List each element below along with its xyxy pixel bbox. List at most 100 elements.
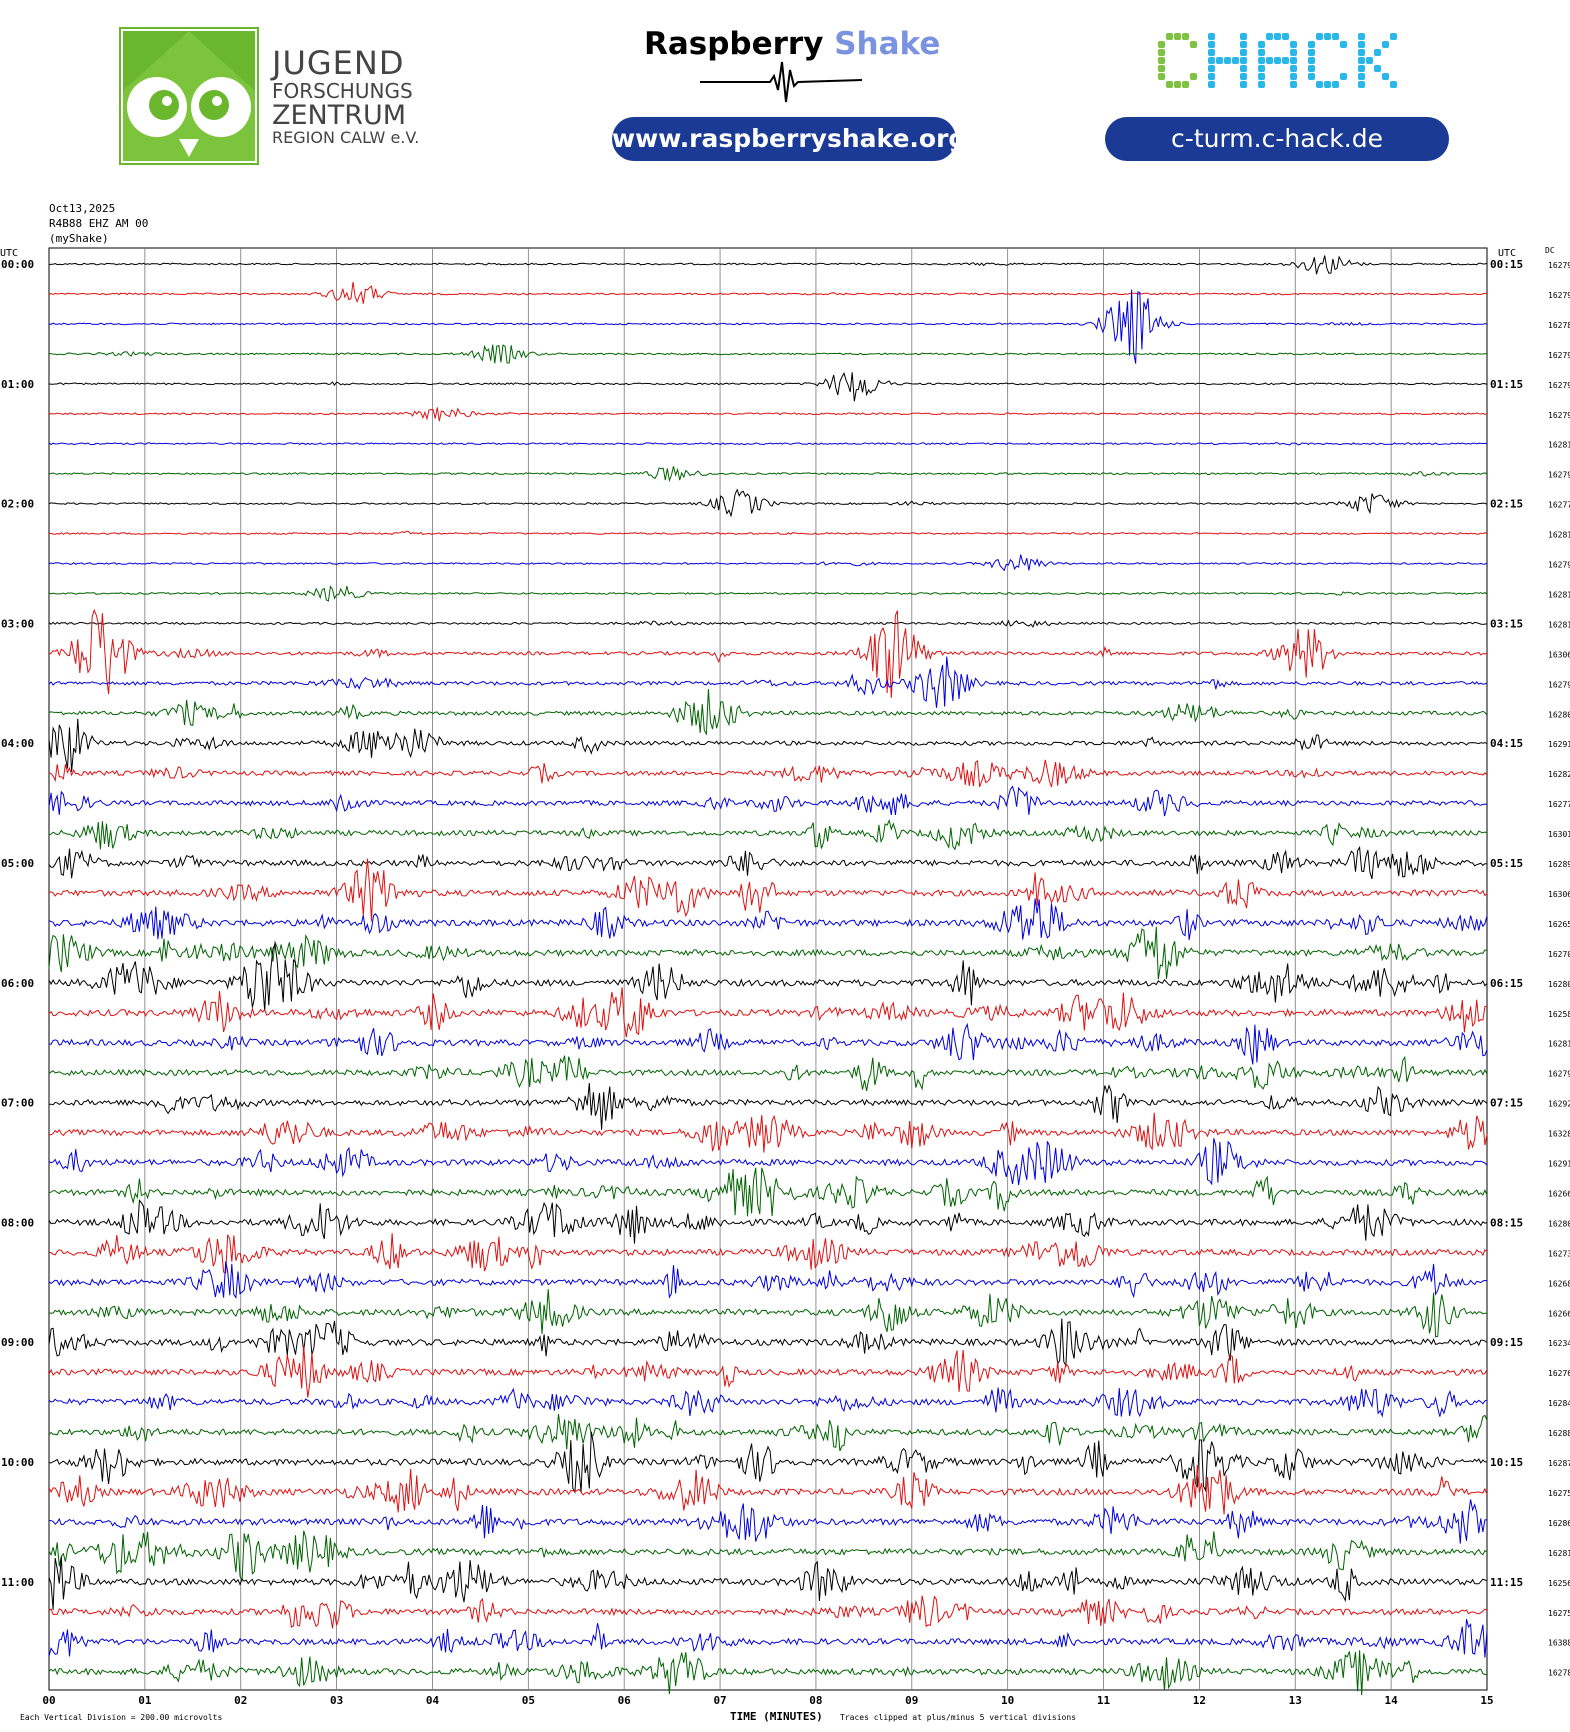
dc-offset-label: 16286: [1548, 1519, 1570, 1528]
dc-offset-label: 16277: [1548, 501, 1570, 510]
chack-logo-pixel: [1174, 81, 1181, 88]
footer-scale-note: Each Vertical Division = 200.00 microvol…: [20, 1713, 223, 1722]
chack-logo-pixel: [1208, 57, 1215, 64]
left-hour-label: 05:00: [1, 857, 34, 870]
dc-offset-label: 16288: [1548, 1429, 1570, 1438]
seismic-trace: [48, 1650, 1488, 1696]
plot-date: Oct13,2025: [49, 202, 116, 215]
chack-logo-pixel: [1358, 41, 1365, 48]
dc-offset-label: 16276: [1548, 1369, 1570, 1378]
dc-offset-label: 16281: [1548, 441, 1570, 450]
chack-logo-pixel: [1182, 33, 1189, 40]
seismic-trace: [48, 689, 1488, 736]
dc-offset-label: 16284: [1548, 1399, 1570, 1408]
seismic-trace: [48, 818, 1488, 851]
seismic-trace: [48, 1595, 1488, 1629]
dc-offset-label: 16258: [1548, 1010, 1570, 1019]
left-hour-label: 10:00: [1, 1456, 34, 1469]
seismic-trace: [48, 1464, 1488, 1515]
dc-offset-label: 16281: [1548, 531, 1570, 540]
seismic-trace: [48, 466, 1488, 483]
right-hour-label: 09:15: [1490, 1336, 1523, 1349]
seismic-trace: [48, 488, 1488, 518]
seismic-trace: [48, 619, 1488, 628]
chack-logo-pixel: [1316, 81, 1323, 88]
seismic-trace: [48, 1345, 1488, 1398]
chack-logo-pixel: [1390, 33, 1397, 40]
chack-url-link[interactable]: c-turm.c-hack.de: [1105, 117, 1449, 161]
dc-offset-label: 16280: [1548, 980, 1570, 989]
chack-logo-pixel: [1324, 81, 1331, 88]
left-hour-label: 02:00: [1, 498, 34, 511]
chack-logo-pixel: [1166, 33, 1173, 40]
chack-logo-pixel: [1224, 57, 1231, 64]
seismic-trace: [48, 1261, 1488, 1299]
station-code: R4B88 EHZ AM 00: [49, 217, 149, 230]
x-tick-label: 06: [618, 1694, 632, 1707]
dc-offset-label: 16281: [1548, 1549, 1570, 1558]
raspberryshake-url-link[interactable]: www.raspberryshake.org: [612, 117, 966, 161]
chack-logo-pixel: [1382, 73, 1389, 80]
seismic-trace: [48, 1167, 1488, 1217]
chack-logo-pixel: [1258, 41, 1265, 48]
x-tick-label: 12: [1193, 1694, 1206, 1707]
dc-offset-label: 16280: [1548, 1219, 1570, 1228]
chack-logo-pixel: [1390, 81, 1397, 88]
x-tick-label: 07: [713, 1694, 726, 1707]
chack-logo-pixel: [1166, 81, 1173, 88]
seismic-trace: [48, 371, 1488, 402]
seismic-trace: [48, 1289, 1487, 1338]
dc-offset-label: 16292: [1548, 1100, 1570, 1109]
chack-logo-pixel: [1366, 57, 1373, 64]
x-tick-label: 04: [426, 1694, 440, 1707]
jfz-name-line4: REGION CALW e.V.: [272, 128, 420, 147]
left-hour-label: 11:00: [1, 1576, 34, 1589]
x-tick-label: 14: [1385, 1694, 1399, 1707]
seismic-trace: [48, 1318, 1488, 1368]
chack-logo-pixel: [1382, 41, 1389, 48]
plot-frame: [48, 247, 1488, 1691]
chack-logo-pixel: [1290, 65, 1297, 72]
chack-logo-pixel: [1358, 81, 1365, 88]
seismic-trace: [48, 1530, 1488, 1583]
dc-offset-label: 16306: [1548, 650, 1570, 659]
left-hour-label: 01:00: [1, 378, 34, 391]
chack-logo-pixel: [1324, 33, 1331, 40]
chack-logo-pixel: [1208, 49, 1215, 56]
dc-offset-label: 16270: [1548, 950, 1570, 959]
chack-logo-pixel: [1282, 33, 1289, 40]
chack-logo-pixel: [1240, 65, 1247, 72]
jfz-name-line1: JUGEND: [272, 44, 405, 82]
chack-logo-pixel: [1174, 33, 1181, 40]
jfz-name-line2: FORSCHUNGS: [272, 79, 413, 103]
chack-logo-pixel: [1290, 41, 1297, 48]
seismic-trace: [48, 656, 1488, 708]
dc-offset-label: 16301: [1548, 830, 1570, 839]
chack-logo-pixel: [1290, 81, 1297, 88]
seismic-trace: [48, 255, 1488, 275]
seismic-trace: [48, 1082, 1488, 1130]
chack-logo-pixel: [1274, 57, 1281, 64]
seismic-trace: [48, 344, 1488, 364]
seismic-trace: [48, 898, 1488, 940]
right-hour-label: 03:15: [1490, 617, 1523, 630]
dc-header: DC: [1545, 246, 1555, 255]
chack-logo-pixel: [1316, 33, 1323, 40]
x-tick-label: 09: [905, 1694, 918, 1707]
footer-clip-note: Traces clipped at plus/minus 5 vertical …: [840, 1713, 1077, 1722]
left-hour-label: 03:00: [1, 617, 34, 630]
dc-offset-label: 16273: [1548, 1249, 1570, 1258]
right-hour-label: 04:15: [1490, 737, 1523, 750]
chack-logo-pixel: [1290, 49, 1297, 56]
chack-logo-pixel: [1216, 57, 1223, 64]
x-tick-label: 02: [234, 1694, 247, 1707]
dc-offset-label: 16266: [1548, 1309, 1570, 1318]
x-tick-label: 00: [42, 1694, 55, 1707]
chack-logo-pixel: [1208, 33, 1215, 40]
chack-logo-pixel: [1208, 65, 1215, 72]
dc-offset-label: 16287: [1548, 1459, 1570, 1468]
chack-logo-pixel: [1240, 41, 1247, 48]
chack-logo-pixel: [1358, 49, 1365, 56]
seismic-trace: [48, 1387, 1488, 1418]
chack-logo-pixel: [1358, 57, 1365, 64]
